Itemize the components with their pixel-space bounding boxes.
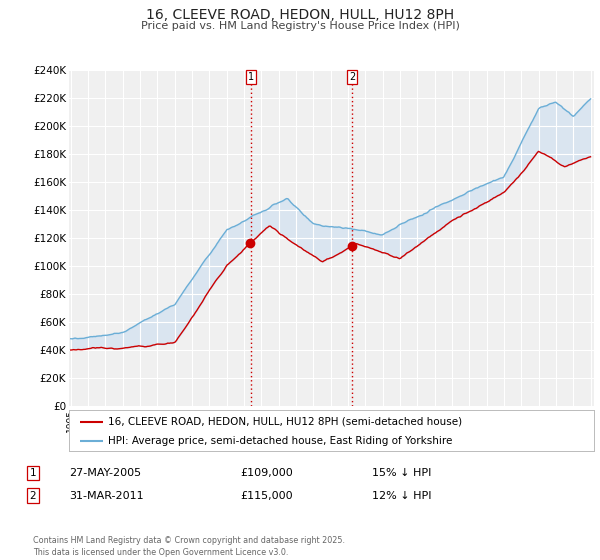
Text: £109,000: £109,000 <box>240 468 293 478</box>
Text: 1: 1 <box>29 468 37 478</box>
Text: £115,000: £115,000 <box>240 491 293 501</box>
Text: 16, CLEEVE ROAD, HEDON, HULL, HU12 8PH: 16, CLEEVE ROAD, HEDON, HULL, HU12 8PH <box>146 8 454 22</box>
Text: 12% ↓ HPI: 12% ↓ HPI <box>372 491 431 501</box>
Text: 2: 2 <box>29 491 37 501</box>
Text: Price paid vs. HM Land Registry's House Price Index (HPI): Price paid vs. HM Land Registry's House … <box>140 21 460 31</box>
Text: 1: 1 <box>248 72 254 82</box>
Text: 15% ↓ HPI: 15% ↓ HPI <box>372 468 431 478</box>
Text: 27-MAY-2005: 27-MAY-2005 <box>69 468 141 478</box>
Text: 2: 2 <box>349 72 355 82</box>
Text: HPI: Average price, semi-detached house, East Riding of Yorkshire: HPI: Average price, semi-detached house,… <box>109 436 453 446</box>
Text: Contains HM Land Registry data © Crown copyright and database right 2025.
This d: Contains HM Land Registry data © Crown c… <box>33 536 345 557</box>
Text: 16, CLEEVE ROAD, HEDON, HULL, HU12 8PH (semi-detached house): 16, CLEEVE ROAD, HEDON, HULL, HU12 8PH (… <box>109 417 463 427</box>
Text: 31-MAR-2011: 31-MAR-2011 <box>69 491 143 501</box>
